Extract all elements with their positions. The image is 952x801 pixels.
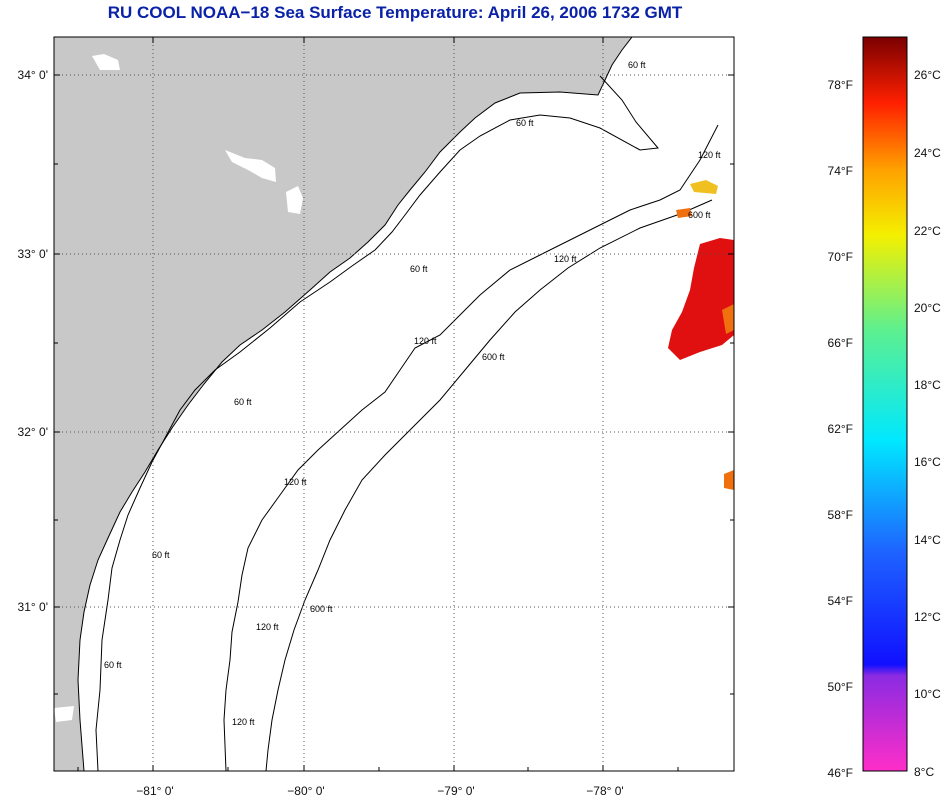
lon-label: −81° 0' bbox=[136, 784, 173, 798]
lat-label: 33° 0' bbox=[18, 247, 48, 261]
colorbar-c-label: 14°C bbox=[914, 533, 941, 547]
colorbar-f-label: 70°F bbox=[828, 250, 853, 264]
sst-patch-yellow bbox=[690, 180, 718, 194]
contour-60ft bbox=[95, 75, 659, 771]
contour-label: 120 ft bbox=[554, 254, 577, 264]
sst-patch-mid bbox=[724, 470, 734, 490]
lat-label: 31° 0' bbox=[18, 600, 48, 614]
colorbar-f-label: 74°F bbox=[828, 164, 853, 178]
contour-600ft bbox=[265, 199, 713, 771]
axis-ticks bbox=[54, 37, 734, 771]
contour-label: 60 ft bbox=[234, 397, 252, 407]
colorbar-c-label: 26°C bbox=[914, 68, 941, 82]
colorbar-c-label: 22°C bbox=[914, 224, 941, 238]
contour-label: 600 ft bbox=[482, 352, 505, 362]
contour-label: 120 ft bbox=[698, 150, 721, 160]
sst-patch-mid bbox=[722, 304, 734, 334]
contour-label: 60 ft bbox=[152, 550, 170, 560]
land-cloud-patch bbox=[92, 54, 120, 70]
colorbar-f-label: 46°F bbox=[828, 766, 853, 780]
colorbar-c-label: 18°C bbox=[914, 378, 941, 392]
sst-patch-warm bbox=[668, 238, 734, 360]
land-area bbox=[54, 37, 633, 771]
contour-label: 600 ft bbox=[688, 210, 711, 220]
contour-label: 120 ft bbox=[232, 717, 255, 727]
colorbar-f-label: 50°F bbox=[828, 680, 853, 694]
colorbar-c-label: 24°C bbox=[914, 146, 941, 160]
contour-120ft bbox=[223, 124, 719, 771]
contour-label: 60 ft bbox=[410, 264, 428, 274]
colorbar-f-label: 54°F bbox=[828, 594, 853, 608]
grid bbox=[54, 37, 734, 771]
contour-label: 120 ft bbox=[256, 622, 279, 632]
colorbar bbox=[862, 36, 908, 772]
lat-label: 34° 0' bbox=[18, 68, 48, 82]
colorbar-c-label: 20°C bbox=[914, 301, 941, 315]
colorbar-f-label: 66°F bbox=[828, 336, 853, 350]
contour-label: 120 ft bbox=[284, 477, 307, 487]
contour-label: 120 ft bbox=[414, 336, 437, 346]
map-frame bbox=[53, 36, 735, 772]
sst-patch-mid bbox=[676, 208, 692, 218]
colorbar-f-label: 62°F bbox=[828, 422, 853, 436]
contour-label: 60 ft bbox=[104, 660, 122, 670]
colorbar-f-label: 58°F bbox=[828, 508, 853, 522]
map-title: RU COOL NOAA−18 Sea Surface Temperature:… bbox=[107, 3, 683, 22]
lon-label: −79° 0' bbox=[437, 784, 474, 798]
land-cloud-patch bbox=[54, 706, 74, 722]
lat-label: 32° 0' bbox=[18, 425, 48, 439]
colorbar-c-label: 16°C bbox=[914, 455, 941, 469]
land-cloud-patch bbox=[225, 150, 276, 182]
land-cloud-patch bbox=[286, 186, 303, 214]
colorbar-c-label: 12°C bbox=[914, 610, 941, 624]
colorbar-c-label: 10°C bbox=[914, 687, 941, 701]
contour-label: 60 ft bbox=[628, 60, 646, 70]
colorbar-f-label: 78°F bbox=[828, 78, 853, 92]
lon-label: −80° 0' bbox=[287, 784, 324, 798]
colorbar-c-label: 8°C bbox=[914, 765, 934, 779]
contour-label: 60 ft bbox=[516, 118, 534, 128]
lon-label: −78° 0' bbox=[586, 784, 623, 798]
contour-label: 600 ft bbox=[310, 604, 333, 614]
